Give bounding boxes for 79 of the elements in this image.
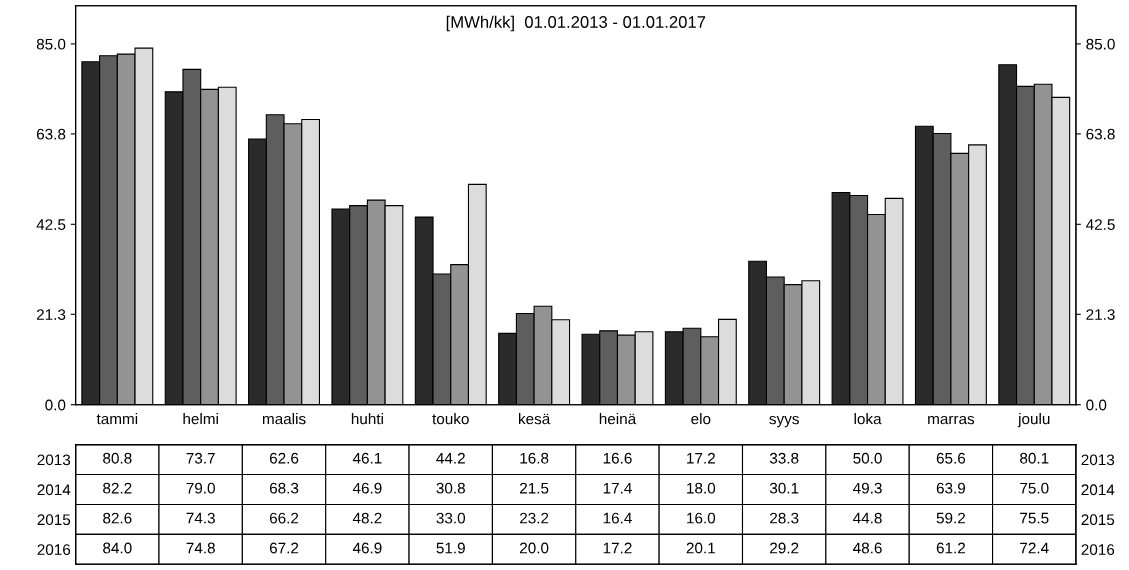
y2-tick-label: 63.8 xyxy=(1086,128,1115,140)
data-label: 63.9 xyxy=(936,482,966,494)
y-tick-label: 2014 xyxy=(37,484,71,496)
data-label: 80.8 xyxy=(103,452,132,464)
data-label: 17.4 xyxy=(603,482,632,494)
x-tick-label: touko xyxy=(432,413,469,425)
data-label: 61.2 xyxy=(936,542,965,554)
data-label: 49.3 xyxy=(853,482,882,494)
data-label: 33.0 xyxy=(436,512,466,524)
y-tick-label: 85.0 xyxy=(36,38,66,50)
data-label: 74.8 xyxy=(186,542,215,554)
data-label: 82.6 xyxy=(103,512,132,524)
data-label: 68.3 xyxy=(269,482,299,494)
data-label: 75.0 xyxy=(1020,482,1049,494)
data-label: 48.6 xyxy=(853,542,882,554)
x-tick-label: syys xyxy=(769,415,799,428)
x-tick-label: loka xyxy=(854,413,882,425)
data-label: 72.4 xyxy=(1020,542,1049,554)
data-label: 67.2 xyxy=(269,542,299,554)
y2-tick-label: 2015 xyxy=(1081,514,1115,526)
data-label: 16.4 xyxy=(603,512,632,524)
data-label: 48.2 xyxy=(352,512,382,524)
data-label: 17.2 xyxy=(603,542,632,554)
data-label: 16.6 xyxy=(603,452,632,464)
data-label: 17.2 xyxy=(687,452,715,464)
y2-tick-label: 21.3 xyxy=(1086,309,1115,320)
data-label: 33.8 xyxy=(769,452,799,464)
data-label: 66.2 xyxy=(269,512,299,524)
x-tick-label: elo xyxy=(691,413,711,425)
data-label: 65.6 xyxy=(936,452,966,464)
y2-tick-label: 2014 xyxy=(1081,484,1115,496)
y-tick-label: 63.8 xyxy=(36,128,66,140)
data-label: 46.9 xyxy=(352,482,382,494)
data-label: 29.2 xyxy=(770,542,799,554)
data-label: 51.9 xyxy=(436,542,465,554)
data-label: 73.7 xyxy=(186,452,215,464)
y2-tick-label: 42.5 xyxy=(1086,219,1115,230)
data-label: 62.6 xyxy=(269,452,299,464)
x-tick-label: huhti xyxy=(351,413,383,425)
x-tick-label: heinä xyxy=(599,413,637,425)
x-tick-label: joulu xyxy=(1017,413,1050,428)
data-label: 75.5 xyxy=(1020,512,1049,524)
x-tick-label: kesä xyxy=(519,413,551,425)
y-tick-label: 2016 xyxy=(37,544,71,556)
data-label: 23.2 xyxy=(520,512,549,524)
data-label: 46.1 xyxy=(352,452,382,464)
y2-tick-label: 85.0 xyxy=(1086,38,1115,50)
x-tick-label: maalis xyxy=(262,413,306,425)
data-label: 59.2 xyxy=(936,512,965,524)
data-label: 16.8 xyxy=(520,452,549,464)
y-tick-label: 42.5 xyxy=(36,219,66,230)
y-tick-label: 21.3 xyxy=(36,309,66,320)
x-tick-label: marras xyxy=(928,415,975,425)
data-label: 44.2 xyxy=(436,452,465,464)
data-label: 16.0 xyxy=(687,512,716,524)
data-label: 20.0 xyxy=(520,542,549,554)
data-label: 80.1 xyxy=(1020,452,1049,464)
y2-tick-label: 2016 xyxy=(1081,544,1115,556)
y-tick-label: 2015 xyxy=(37,514,71,526)
data-label: 18.0 xyxy=(687,482,716,494)
data-label: 30.1 xyxy=(769,482,799,494)
x-tick-label: helmi xyxy=(183,413,218,425)
data-label: 50.0 xyxy=(853,452,882,464)
data-label: 46.9 xyxy=(352,542,382,554)
y-tick-label: 0.0 xyxy=(45,399,66,411)
y2-tick-label: 2013 xyxy=(1081,454,1115,466)
data-label: 79.0 xyxy=(186,482,215,494)
data-label: 74.3 xyxy=(186,512,215,524)
data-label: 84.0 xyxy=(103,542,132,554)
x-tick-label: tammi xyxy=(96,413,138,425)
y-tick-label: 2013 xyxy=(37,454,71,466)
y2-tick-label: 0.0 xyxy=(1086,399,1107,411)
data-label: 21.5 xyxy=(520,482,549,494)
text: [MWh/kk] 01.01.2013 - 01.01.2017 xyxy=(446,15,706,32)
data-label: 82.2 xyxy=(103,482,132,494)
data-label: 30.8 xyxy=(436,482,465,494)
data-label: 20.1 xyxy=(686,542,715,554)
data-label: 44.8 xyxy=(853,512,882,524)
data-label: 28.3 xyxy=(770,512,799,524)
